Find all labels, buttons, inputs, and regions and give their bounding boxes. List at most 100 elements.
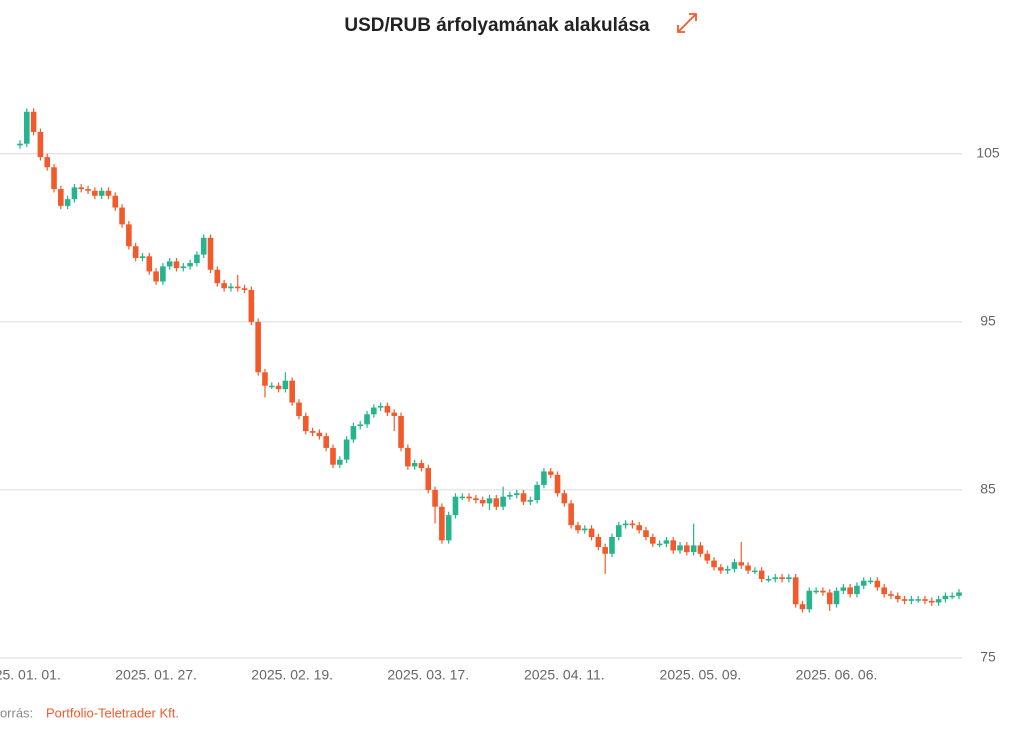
- candle-body: [765, 579, 772, 581]
- candle-body: [160, 266, 166, 282]
- y-tick-label: 75: [980, 649, 996, 665]
- candle-body: [357, 424, 364, 427]
- candle-body: [867, 580, 874, 583]
- candle-body: [58, 189, 64, 206]
- candle-body: [194, 254, 200, 264]
- plot-area: 75 85 95 105 2025. 01. 01. 2025. 01. 27. 2025.…: [0, 108, 1000, 683]
- candle-body: [513, 493, 520, 495]
- y-tick-label: 105: [976, 144, 1000, 160]
- candle-body: [302, 415, 309, 432]
- candle-body: [71, 187, 78, 200]
- candle-body: [241, 288, 248, 290]
- candle-body: [928, 600, 935, 603]
- candle-body: [527, 500, 534, 502]
- candle-body: [520, 493, 527, 502]
- candle-body: [663, 540, 670, 544]
- candle-body: [493, 498, 500, 507]
- x-tick-label: 2025. 04. 11.: [524, 667, 605, 683]
- candle-body: [384, 405, 391, 413]
- candle-body: [289, 380, 295, 403]
- candle-body: [146, 256, 153, 272]
- candle-body: [132, 246, 139, 258]
- candle-body: [112, 195, 119, 208]
- candle-body: [894, 595, 901, 600]
- candle-body: [180, 266, 187, 269]
- candle-body: [711, 560, 717, 568]
- candle-body: [690, 545, 697, 553]
- candle-body: [752, 570, 758, 573]
- candle-body: [806, 590, 813, 610]
- candle-body: [78, 187, 85, 190]
- expand-icon[interactable]: [677, 13, 697, 33]
- y-tick-label: 95: [980, 313, 996, 329]
- candle-body: [221, 283, 227, 289]
- candle-body: [452, 496, 459, 516]
- candle-body: [779, 577, 785, 580]
- candle-body: [234, 286, 241, 289]
- candle-body: [479, 500, 486, 504]
- candle-body: [724, 568, 731, 571]
- candle-body: [439, 506, 445, 541]
- candle-body: [847, 587, 853, 595]
- candle-body: [507, 494, 513, 497]
- candle-body: [874, 580, 881, 588]
- candle-body: [473, 498, 479, 501]
- candle-body: [214, 269, 221, 284]
- candle-body: [901, 599, 908, 601]
- candle-body: [588, 528, 595, 537]
- candle-body: [24, 111, 30, 144]
- candle-body: [371, 407, 377, 415]
- candle-body: [44, 157, 51, 168]
- candle-body: [534, 484, 540, 501]
- candle-body: [268, 385, 275, 388]
- candle-body: [602, 547, 608, 554]
- candle-body: [684, 545, 690, 553]
- candle-body: [792, 577, 799, 605]
- candle-body: [949, 595, 955, 598]
- candle-body: [30, 111, 37, 132]
- candle-body: [126, 224, 132, 247]
- candle-body: [935, 599, 942, 603]
- candle-body: [398, 415, 404, 448]
- candle-body: [595, 536, 602, 548]
- candle-body: [350, 426, 357, 440]
- candle-body: [337, 459, 343, 465]
- candle-body: [547, 471, 554, 475]
- candle-body: [888, 594, 894, 596]
- source-label: Forrás:: [0, 705, 33, 720]
- candle-body: [153, 271, 159, 282]
- candle-body: [391, 412, 398, 416]
- candle-body: [704, 553, 711, 561]
- candle-body: [432, 489, 438, 507]
- candle-body: [956, 592, 962, 596]
- candle-body: [568, 503, 574, 526]
- candle-body: [922, 599, 928, 601]
- candle-body: [833, 590, 840, 605]
- candle-body: [316, 432, 323, 437]
- candle-body: [166, 261, 173, 267]
- candle-body: [425, 468, 432, 490]
- candle-body: [622, 523, 629, 526]
- candle-body: [854, 585, 860, 595]
- candle-body: [282, 380, 289, 390]
- candle-body: [670, 540, 677, 551]
- candle-body: [92, 190, 98, 196]
- candle-body: [500, 496, 506, 507]
- candle-body: [105, 190, 112, 196]
- candle-body: [187, 263, 193, 267]
- candle-body: [629, 523, 636, 526]
- candle-body: [248, 289, 255, 322]
- candle-body: [772, 577, 779, 580]
- candle-body: [541, 471, 547, 485]
- candle-body: [915, 599, 921, 601]
- candle-body: [364, 414, 370, 425]
- candle-body: [575, 525, 581, 531]
- candle-body: [813, 590, 819, 593]
- candle-body: [942, 595, 949, 600]
- candle-body: [697, 545, 704, 554]
- candle-body: [323, 436, 329, 448]
- candle-body: [445, 515, 452, 541]
- candle-body: [581, 528, 588, 531]
- candle-body: [309, 431, 316, 433]
- candle-body: [330, 447, 336, 465]
